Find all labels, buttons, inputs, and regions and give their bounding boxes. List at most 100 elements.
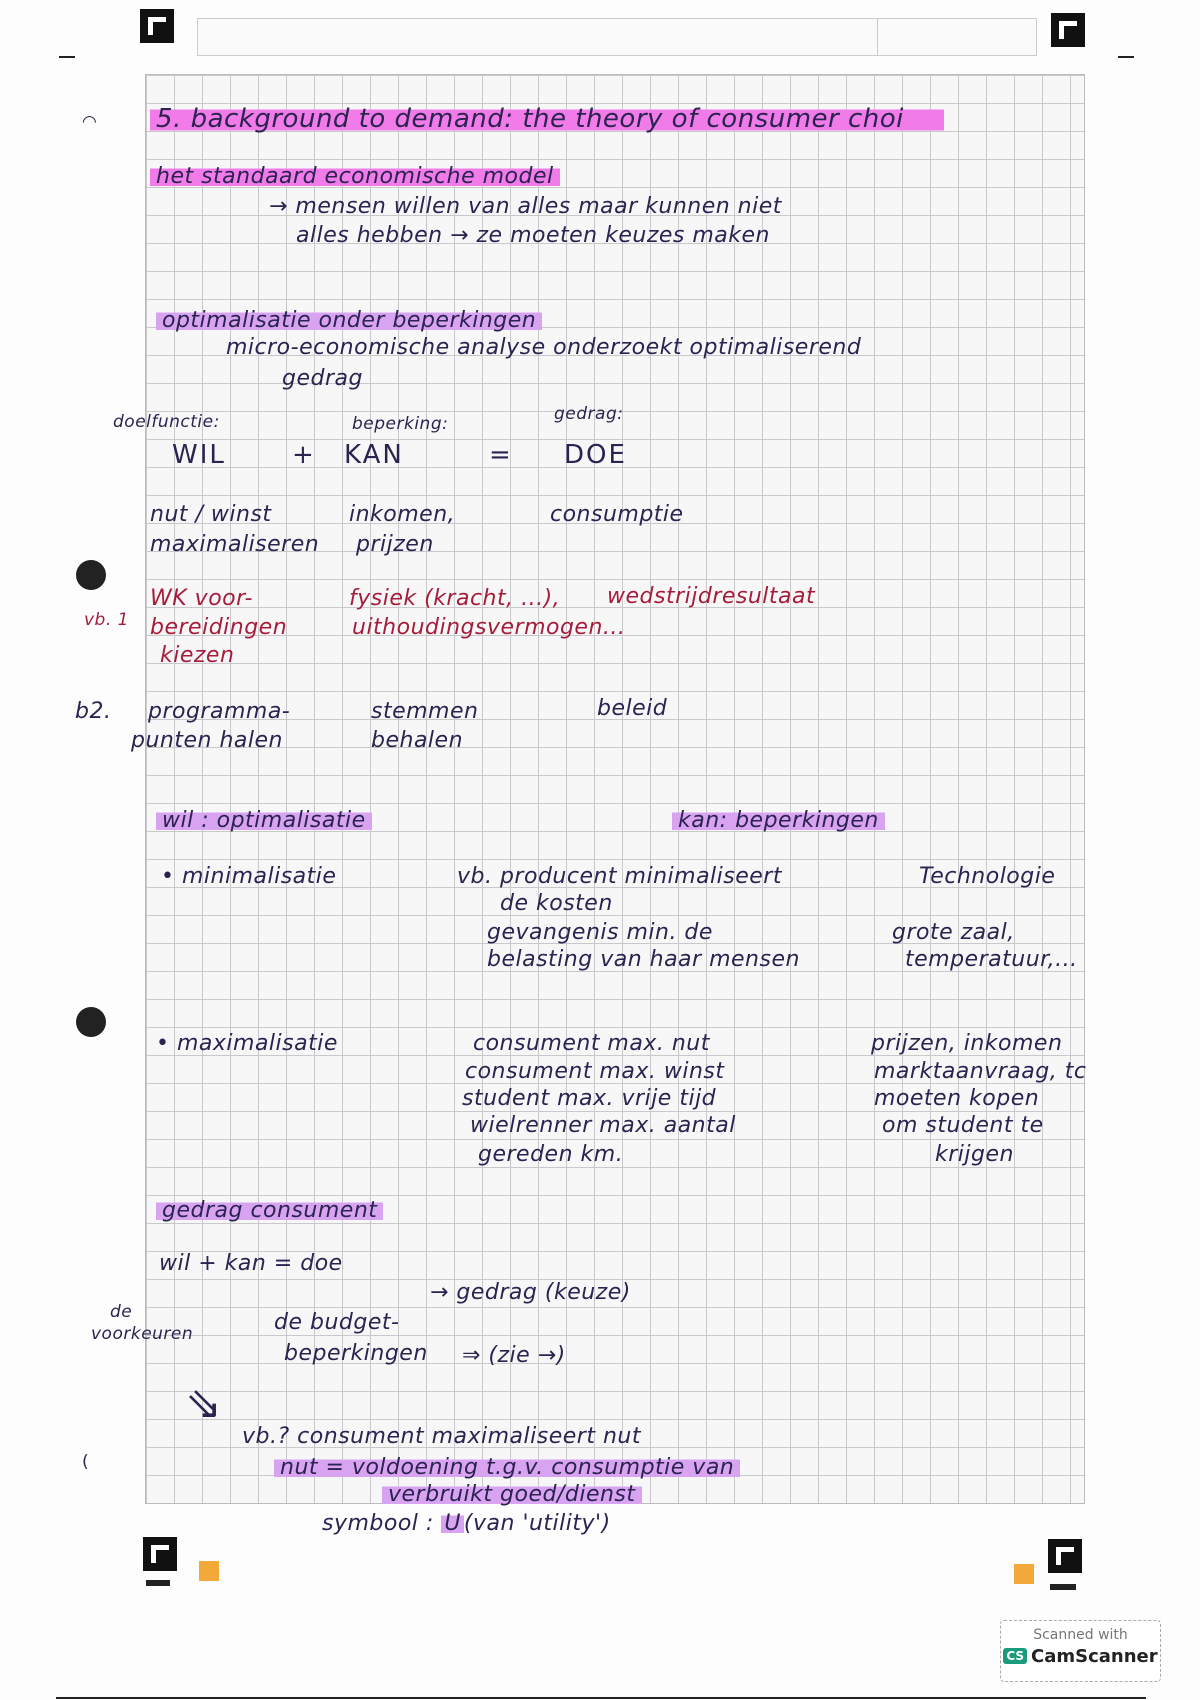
label-beperking: beperking: bbox=[352, 414, 449, 434]
row1-wil-2: maximaliseren bbox=[150, 532, 320, 557]
min-beperking-3: temperatuur,... bbox=[905, 947, 1078, 972]
orange-marker bbox=[199, 1561, 219, 1581]
max-beperking-2: marktaanvraag, tc bbox=[874, 1059, 1087, 1084]
binder-hole bbox=[76, 1007, 106, 1037]
binder-hole bbox=[76, 560, 106, 590]
row1-kan-2: prijzen bbox=[356, 532, 434, 557]
max-beperking-5: krijgen bbox=[935, 1142, 1014, 1167]
max-example-1: consument max. nut bbox=[473, 1031, 710, 1056]
vb1-kan-2: uithoudingsvermogen... bbox=[352, 615, 626, 640]
vb1-label: vb. 1 bbox=[84, 610, 129, 630]
heading-gedrag-text: gedrag consument bbox=[156, 1198, 384, 1223]
definition-1-text: nut = voldoening t.g.v. consumptie van bbox=[274, 1455, 741, 1480]
equation-doe: DOE bbox=[564, 440, 627, 470]
max-example-5: gereden km. bbox=[478, 1142, 624, 1167]
wil-note-2: voorkeuren bbox=[91, 1324, 194, 1344]
corner-marker-bottom-left bbox=[143, 1537, 177, 1571]
gedrag-result: → gedrag (keuze) bbox=[430, 1280, 631, 1305]
margin-curl: ( bbox=[82, 1452, 90, 1472]
see-note: ⇒ (zie →) bbox=[462, 1343, 566, 1368]
gedrag-equation: wil + kan = doe bbox=[159, 1251, 343, 1276]
watermark-line-2: CS CamScanner bbox=[1001, 1646, 1160, 1667]
model-line-2: alles hebben → ze moeten keuzes maken bbox=[296, 223, 770, 248]
row1-kan-1: inkomen, bbox=[349, 502, 456, 527]
heading-optimalisatie: optimalisatie onder beperkingen bbox=[156, 308, 543, 333]
edge-mark bbox=[1050, 1584, 1076, 1590]
definition-2-text: verbruikt goed/dienst bbox=[382, 1482, 642, 1507]
symbol-line: symbool : U (van 'utility') bbox=[322, 1511, 611, 1536]
bottom-rule bbox=[56, 1697, 1146, 1699]
edge-mark bbox=[146, 1580, 170, 1586]
double-arrow-icon: ⇘ bbox=[185, 1378, 223, 1429]
corner-marker-top-left bbox=[140, 9, 174, 43]
edge-mark bbox=[1118, 56, 1134, 58]
min-example-3: gevangenis min. de bbox=[487, 920, 713, 945]
heading-gedrag-consument: gedrag consument bbox=[156, 1198, 384, 1223]
wil-note-1: de bbox=[110, 1302, 133, 1322]
max-example-4: wielrenner max. aantal bbox=[470, 1113, 736, 1138]
definition-line-2: verbruikt goed/dienst bbox=[382, 1482, 642, 1507]
min-beperking-2: grote zaal, bbox=[892, 920, 1015, 945]
max-example-2: consument max. winst bbox=[465, 1059, 725, 1084]
edge-mark bbox=[59, 56, 75, 58]
watermark-brand: CamScanner bbox=[1031, 1646, 1158, 1667]
camscanner-logo-icon: CS bbox=[1003, 1648, 1028, 1664]
vb2-label: b2. bbox=[75, 699, 112, 724]
vb2-wil-2: punten halen bbox=[131, 728, 283, 753]
max-beperking-4: om student te bbox=[882, 1113, 1044, 1138]
equation-wil: WIL bbox=[172, 440, 226, 470]
vb2-kan-1: stemmen bbox=[371, 699, 479, 724]
row1-wil-1: nut / winst bbox=[150, 502, 272, 527]
heading-kan-beperkingen: kan: beperkingen bbox=[672, 808, 885, 833]
kan-note-1: de budget- bbox=[274, 1310, 400, 1335]
vb1-wil-3: kiezen bbox=[160, 643, 235, 668]
max-beperking-1: prijzen, inkomen bbox=[871, 1031, 1063, 1056]
vb1-wil-1: WK voor- bbox=[150, 586, 253, 611]
heading-model: het standaard economische model bbox=[150, 164, 560, 189]
scan-top-bar bbox=[197, 18, 1037, 56]
maximalisatie-label: • maximalisatie bbox=[156, 1031, 338, 1056]
label-gedrag: gedrag: bbox=[554, 404, 624, 424]
symbol-prefix: symbool : bbox=[322, 1511, 442, 1536]
watermark-line-1: Scanned with bbox=[1033, 1627, 1128, 1643]
equation-plus: + bbox=[292, 440, 316, 470]
equation-equals: = bbox=[489, 440, 513, 470]
example-line: vb.? consument maximaliseert nut bbox=[242, 1424, 641, 1449]
vb2-wil-1: programma- bbox=[148, 699, 291, 724]
optimalisatie-line-1: micro-economische analyse onderzoekt opt… bbox=[226, 335, 862, 360]
corner-marker-top-right bbox=[1051, 13, 1085, 47]
min-example-4: belasting van haar mensen bbox=[487, 947, 800, 972]
model-line-1: → mensen willen van alles maar kunnen ni… bbox=[269, 194, 782, 219]
max-example-3: student max. vrije tijd bbox=[462, 1086, 717, 1111]
symbol-suffix: (van 'utility') bbox=[463, 1511, 611, 1536]
margin-curl: ◠ bbox=[82, 112, 98, 132]
heading-wil-text: wil : optimalisatie bbox=[156, 808, 372, 833]
heading-optimalisatie-text: optimalisatie onder beperkingen bbox=[156, 308, 543, 333]
heading-wil-optimalisatie: wil : optimalisatie bbox=[156, 808, 372, 833]
vb2-kan-2: behalen bbox=[371, 728, 464, 753]
minimalisatie-label: • minimalisatie bbox=[161, 864, 337, 889]
page-title-text: 5. background to demand: the theory of c… bbox=[150, 104, 944, 134]
kan-note-2: beperkingen bbox=[284, 1341, 428, 1366]
top-bar-divider bbox=[877, 19, 878, 55]
min-beperking-1: Technologie bbox=[919, 864, 1056, 889]
symbol-u: U bbox=[441, 1511, 464, 1536]
camscanner-watermark: Scanned with CS CamScanner bbox=[1000, 1620, 1161, 1682]
heading-kan-text: kan: beperkingen bbox=[672, 808, 885, 833]
vb1-wil-2: bereidingen bbox=[150, 615, 288, 640]
min-example-1: vb. producent minimaliseert bbox=[457, 864, 782, 889]
row1-doe: consumptie bbox=[550, 502, 684, 527]
definition-line-1: nut = voldoening t.g.v. consumptie van bbox=[274, 1455, 741, 1480]
max-beperking-3: moeten kopen bbox=[874, 1086, 1040, 1111]
vb2-doe: beleid bbox=[597, 696, 668, 721]
corner-marker-bottom-right bbox=[1048, 1539, 1082, 1573]
label-doelfunctie: doelfunctie: bbox=[113, 412, 220, 432]
page-title: 5. background to demand: the theory of c… bbox=[150, 104, 944, 134]
heading-model-text: het standaard economische model bbox=[150, 164, 560, 189]
vb1-kan-1: fysiek (kracht, ...), bbox=[349, 586, 561, 611]
min-example-2: de kosten bbox=[500, 891, 613, 916]
optimalisatie-line-2: gedrag bbox=[282, 366, 363, 391]
vb1-doe: wedstrijdresultaat bbox=[607, 584, 816, 609]
orange-marker bbox=[1014, 1564, 1034, 1584]
equation-kan: KAN bbox=[344, 440, 404, 470]
